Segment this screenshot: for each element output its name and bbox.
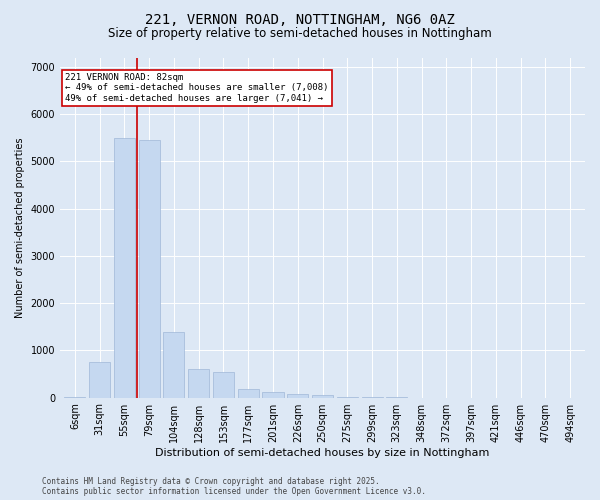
Text: 221 VERNON ROAD: 82sqm
← 49% of semi-detached houses are smaller (7,008)
49% of : 221 VERNON ROAD: 82sqm ← 49% of semi-det…	[65, 73, 329, 102]
Bar	[238, 388, 259, 398]
Text: 221, VERNON ROAD, NOTTINGHAM, NG6 0AZ: 221, VERNON ROAD, NOTTINGHAM, NG6 0AZ	[145, 12, 455, 26]
Bar	[139, 140, 160, 398]
Bar	[213, 372, 234, 398]
Text: Size of property relative to semi-detached houses in Nottingham: Size of property relative to semi-detach…	[108, 28, 492, 40]
Bar	[163, 332, 184, 398]
Bar	[262, 392, 284, 398]
Bar	[89, 362, 110, 398]
Bar	[287, 394, 308, 398]
Bar	[114, 138, 135, 398]
Bar	[188, 369, 209, 398]
Bar	[312, 395, 333, 398]
X-axis label: Distribution of semi-detached houses by size in Nottingham: Distribution of semi-detached houses by …	[155, 448, 490, 458]
Y-axis label: Number of semi-detached properties: Number of semi-detached properties	[15, 138, 25, 318]
Text: Contains HM Land Registry data © Crown copyright and database right 2025.
Contai: Contains HM Land Registry data © Crown c…	[42, 476, 426, 496]
